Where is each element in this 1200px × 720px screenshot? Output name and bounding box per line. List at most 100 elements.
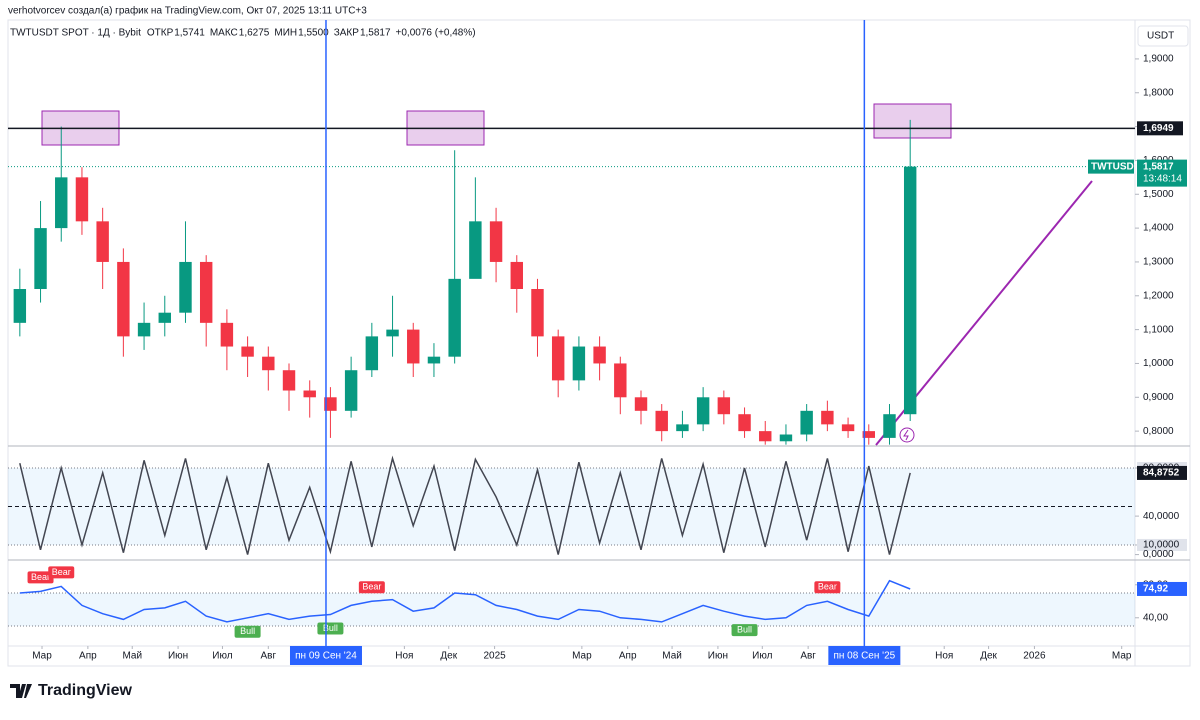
countdown: 13:48:14 — [1143, 173, 1182, 184]
candle-body — [821, 410, 834, 425]
legend-text: 1,6275 — [239, 28, 270, 39]
legend-text: +0,0076 (+0,48%) — [396, 28, 476, 39]
candle-body — [344, 370, 358, 411]
candle-body — [427, 356, 441, 364]
candle-body — [220, 322, 234, 347]
signal-box — [317, 622, 344, 635]
signal-box — [814, 581, 841, 594]
candle-body — [365, 336, 379, 371]
candle-body — [158, 312, 171, 323]
x-tick-label: Май — [122, 651, 142, 662]
candle-body — [551, 336, 565, 381]
x-tick-label: Мар — [32, 651, 52, 662]
band — [8, 593, 1135, 627]
candle-body — [386, 329, 399, 337]
signal-label: Bear — [31, 572, 50, 582]
candle-body — [407, 329, 420, 364]
indicator-line — [19, 455, 911, 555]
candle-body — [696, 397, 710, 425]
candle-body — [572, 346, 586, 381]
y-tick-label: 1,4000 — [1143, 223, 1174, 234]
y-tick-label: 10,0000 — [1143, 540, 1180, 551]
candle-body — [179, 261, 192, 313]
last-value-box — [1137, 465, 1187, 480]
legend-text: ЗАКР — [334, 28, 360, 39]
legend-text: 1,5741 — [174, 28, 205, 39]
event-icon[interactable] — [899, 427, 915, 443]
indicator-line — [19, 579, 911, 623]
signal-box — [234, 625, 261, 638]
signal-box — [731, 624, 758, 637]
candle-body — [676, 424, 689, 432]
candle-body — [75, 177, 89, 222]
candle-body — [531, 289, 544, 337]
signal-box — [48, 566, 75, 579]
zone-box — [873, 103, 952, 139]
candle-body — [199, 261, 213, 323]
y-tick-label: 1,1000 — [1143, 324, 1174, 335]
x-tick-label: Апр — [619, 651, 637, 662]
legend: TWTUSDT SPOT · 1Д · Bybit ОТКР 1,5741 МАКС 1… — [10, 28, 476, 39]
y-tick-label: 1,5000 — [1143, 189, 1174, 200]
x-tick-label: Июн — [168, 651, 188, 662]
legend-text: ОТКР — [147, 28, 174, 39]
x-tick-label: Июл — [752, 651, 772, 662]
tick-label-box — [1137, 538, 1187, 551]
signal-label: Bear — [818, 582, 837, 592]
y-tick-label: 40,00 — [1143, 612, 1168, 623]
brand: TradingView — [38, 682, 133, 699]
footer: TradingView — [10, 682, 133, 699]
x-tick-label: Июл — [212, 651, 232, 662]
x-tick-label: Мар — [1112, 651, 1132, 662]
signal-box — [27, 571, 54, 584]
y-tick-label: 0,8000 — [1143, 426, 1174, 437]
candle-body — [55, 177, 68, 229]
y-tick-label: 40,0000 — [1143, 511, 1180, 522]
price-label-box — [1137, 121, 1183, 136]
legend-text: 1,5817 — [360, 28, 391, 39]
candle-body — [614, 363, 627, 398]
vertical-label: пн 08 Сен '25 — [833, 651, 895, 662]
candle-body — [883, 414, 896, 438]
candles — [13, 119, 917, 445]
candle-body — [759, 431, 772, 442]
vertical-label-box — [289, 646, 362, 665]
candle-body — [862, 431, 875, 438]
y-tick-label: 0,0000 — [1143, 549, 1174, 560]
price-label: 1,6949 — [1143, 123, 1174, 134]
y-tick-label: 1,8000 — [1143, 87, 1174, 98]
y-tick-label: 0,9000 — [1143, 392, 1174, 403]
last-price: 1,5817 — [1143, 161, 1174, 172]
x-tick-label: Ноя — [395, 651, 413, 662]
legend-text: МАКС — [210, 28, 238, 39]
y-tick-label: 1,3000 — [1143, 257, 1174, 268]
candle-body — [13, 289, 27, 323]
last-value: 84,8752 — [1143, 468, 1180, 479]
signal-label: Bull — [323, 623, 338, 633]
last-price-box — [1137, 159, 1187, 187]
frame — [7, 19, 1191, 667]
candle-body — [262, 356, 275, 371]
vertical-label-box — [828, 646, 901, 665]
candle-body — [738, 414, 751, 432]
candle-body — [282, 370, 296, 391]
x-tick-label: Авг — [260, 651, 276, 662]
candle-body — [510, 261, 523, 290]
signal-label: Bull — [240, 626, 255, 636]
currency[interactable]: USDT — [1147, 31, 1174, 42]
x-tick-label: Дек — [980, 651, 997, 662]
x-tick-label: Ноя — [935, 651, 953, 662]
currency-button[interactable] — [1137, 25, 1189, 47]
x-tick-label: Апр — [79, 651, 97, 662]
y-tick-label: 1,2000 — [1143, 290, 1174, 301]
last-name-box — [1088, 159, 1134, 174]
candle-body — [779, 434, 793, 442]
candle-body — [303, 390, 316, 398]
candle-body — [324, 397, 337, 411]
candle-body — [634, 397, 648, 411]
x-tick-label: Дек — [440, 651, 457, 662]
candle-body — [469, 221, 482, 279]
x-tick-label: Авг — [800, 651, 816, 662]
